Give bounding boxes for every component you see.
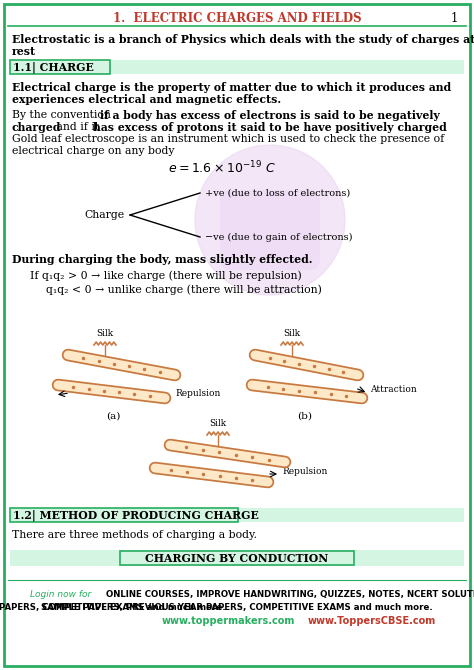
Text: Glass: Glass bbox=[107, 362, 129, 370]
Text: (b): (b) bbox=[298, 412, 312, 421]
Text: By the convention: By the convention bbox=[12, 110, 114, 120]
Text: CHARGING BY CONDUCTION: CHARGING BY CONDUCTION bbox=[146, 553, 328, 563]
Text: During charging the body, mass slightly effected.: During charging the body, mass slightly … bbox=[12, 254, 312, 265]
Text: if a body has excess of electrons is said to be negatively: if a body has excess of electrons is sai… bbox=[100, 110, 440, 121]
Text: Plastic: Plastic bbox=[214, 449, 242, 457]
Text: Repulsion: Repulsion bbox=[282, 466, 328, 476]
Text: Silk: Silk bbox=[96, 329, 114, 338]
Text: charged: charged bbox=[12, 122, 61, 133]
Text: There are three methods of charging a body.: There are three methods of charging a bo… bbox=[12, 530, 257, 540]
Text: 1.2| METHOD OF PRODUCING CHARGE: 1.2| METHOD OF PRODUCING CHARGE bbox=[13, 509, 259, 521]
Text: −ve (due to gain of electrons): −ve (due to gain of electrons) bbox=[205, 232, 353, 242]
Text: www.ToppersCBSE.com: www.ToppersCBSE.com bbox=[308, 616, 436, 626]
Text: Glass: Glass bbox=[293, 362, 317, 370]
Text: Repulsion: Repulsion bbox=[175, 389, 220, 397]
Text: has excess of protons it said to be have positively charged: has excess of protons it said to be have… bbox=[93, 122, 447, 133]
FancyBboxPatch shape bbox=[10, 508, 238, 522]
Text: experiences electrical and magnetic effects.: experiences electrical and magnetic effe… bbox=[12, 94, 281, 105]
FancyBboxPatch shape bbox=[10, 60, 464, 74]
Text: 1.1| CHARGE: 1.1| CHARGE bbox=[13, 61, 94, 73]
Text: Glass: Glass bbox=[88, 387, 112, 397]
Text: 1: 1 bbox=[451, 11, 458, 25]
Text: Login now for: Login now for bbox=[30, 590, 94, 599]
Text: ONLINE COURSES, IMPROVE HANDWRITING, QUIZZES, NOTES, NCERT SOLUTIONS,: ONLINE COURSES, IMPROVE HANDWRITING, QUI… bbox=[106, 590, 474, 599]
Text: SAMPLE PAPERS, PREVIOUS YEAR PAPERS, COMPETITIVE EXAMS and much more.: SAMPLE PAPERS, PREVIOUS YEAR PAPERS, COM… bbox=[0, 603, 226, 612]
FancyBboxPatch shape bbox=[10, 508, 464, 522]
Text: Attraction: Attraction bbox=[370, 385, 417, 395]
Text: +ve (due to loss of electrons): +ve (due to loss of electrons) bbox=[205, 188, 350, 198]
Text: q₁q₂ < 0 → unlike charge (there will be attraction): q₁q₂ < 0 → unlike charge (there will be … bbox=[46, 284, 322, 295]
Text: rest: rest bbox=[12, 46, 36, 57]
Text: Plastic: Plastic bbox=[286, 387, 314, 397]
Text: 1.  ELECTRIC CHARGES AND FIELDS: 1. ELECTRIC CHARGES AND FIELDS bbox=[113, 11, 361, 25]
Text: Silk: Silk bbox=[210, 419, 227, 428]
Text: www.toppermakers.com: www.toppermakers.com bbox=[162, 616, 295, 626]
Text: Silk: Silk bbox=[283, 329, 301, 338]
Text: Electrical charge is the property of matter due to which it produces and: Electrical charge is the property of mat… bbox=[12, 82, 451, 93]
Text: Plastic: Plastic bbox=[181, 470, 210, 480]
Text: and if it: and if it bbox=[53, 122, 103, 132]
Text: $e = 1.6 \times 10^{-19}\ C$: $e = 1.6 \times 10^{-19}\ C$ bbox=[168, 160, 276, 177]
Text: Charge: Charge bbox=[85, 210, 125, 220]
Text: Electrostatic is a branch of Physics which deals with the study of charges at: Electrostatic is a branch of Physics whi… bbox=[12, 34, 474, 45]
Text: SAMPLE PAPERS, PREVIOUS YEAR PAPERS, COMPETITIVE EXAMS and much more.: SAMPLE PAPERS, PREVIOUS YEAR PAPERS, COM… bbox=[41, 603, 433, 612]
FancyBboxPatch shape bbox=[10, 60, 110, 74]
FancyBboxPatch shape bbox=[120, 551, 354, 565]
FancyBboxPatch shape bbox=[10, 550, 464, 566]
Text: electrical charge on any body: electrical charge on any body bbox=[12, 146, 174, 156]
Circle shape bbox=[195, 145, 345, 295]
FancyBboxPatch shape bbox=[220, 190, 320, 270]
FancyBboxPatch shape bbox=[4, 4, 470, 666]
Text: Gold leaf electroscope is an instrument which is used to check the presence of: Gold leaf electroscope is an instrument … bbox=[12, 134, 444, 144]
Text: (a): (a) bbox=[106, 412, 120, 421]
Text: If q₁q₂ > 0 → like charge (there will be repulsion): If q₁q₂ > 0 → like charge (there will be… bbox=[30, 270, 302, 281]
